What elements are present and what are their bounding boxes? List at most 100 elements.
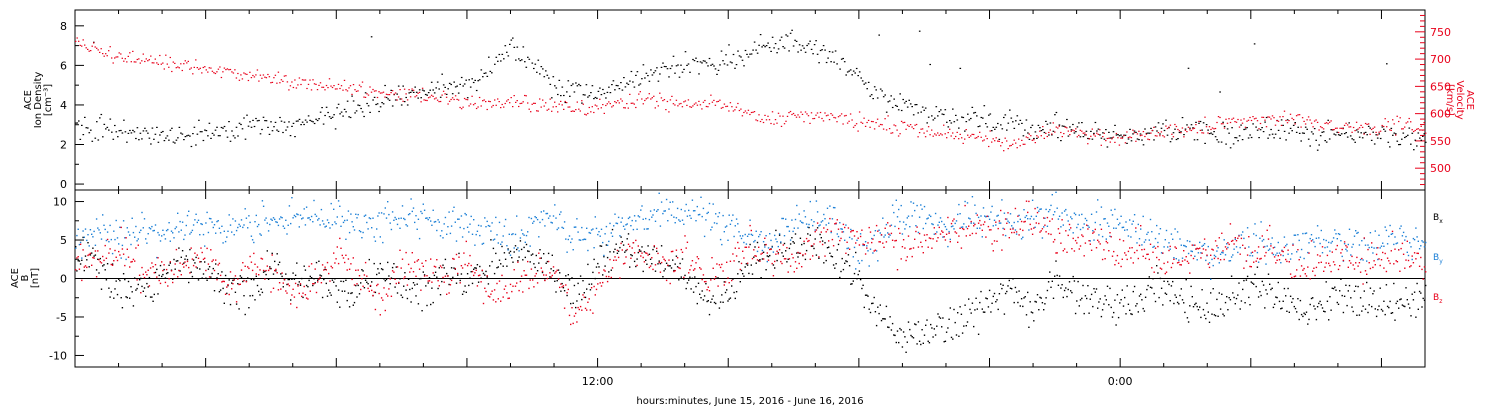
- b-y-point: [508, 233, 510, 235]
- b-x-point: [517, 260, 519, 262]
- density-point: [1419, 137, 1421, 139]
- density-point: [1178, 131, 1181, 134]
- velocity-point: [243, 72, 245, 74]
- density-point: [1285, 139, 1287, 141]
- b-y-point: [390, 228, 393, 231]
- b-y-point: [409, 213, 411, 215]
- density-point: [75, 122, 77, 124]
- velocity-point: [1184, 129, 1187, 131]
- b-z-point: [590, 287, 593, 289]
- b-y-point: [617, 216, 620, 219]
- b-x-point: [452, 276, 454, 279]
- b-z-point: [727, 277, 729, 279]
- b-z-point: [358, 275, 361, 277]
- b-x-point: [680, 276, 682, 278]
- b-x-point: [863, 306, 865, 309]
- density-point: [636, 71, 639, 73]
- density-point: [983, 105, 986, 107]
- b-x-point: [1384, 313, 1386, 316]
- density-point: [1324, 140, 1326, 142]
- b-z-point: [786, 247, 788, 249]
- b-z-point: [163, 264, 165, 266]
- b-y-point: [1330, 242, 1332, 244]
- velocity-point: [1349, 126, 1352, 128]
- b-x-point: [362, 270, 364, 272]
- velocity-point: [268, 76, 271, 78]
- b-y-point: [110, 238, 112, 241]
- density-point: [1183, 134, 1185, 136]
- b-z-point: [329, 280, 331, 282]
- b-y-point: [565, 238, 567, 240]
- velocity-point: [915, 123, 918, 126]
- b-y-point: [161, 235, 163, 237]
- density-point: [288, 121, 290, 123]
- velocity-point: [1052, 122, 1054, 124]
- velocity-point: [1022, 143, 1024, 145]
- b-y-point: [1043, 226, 1045, 228]
- b-y-point: [840, 228, 842, 230]
- b-z-point: [729, 260, 732, 262]
- b-y-point: [461, 236, 464, 238]
- b-y-point: [1356, 232, 1358, 234]
- velocity-point: [791, 113, 793, 116]
- velocity-point: [196, 67, 198, 69]
- b-x-point: [1337, 303, 1340, 305]
- b-z-point: [998, 220, 1001, 222]
- density-point: [426, 94, 428, 96]
- b-y-point: [1388, 235, 1390, 238]
- velocity-point: [370, 91, 373, 93]
- velocity-point: [755, 119, 757, 121]
- density-point: [166, 135, 169, 137]
- b-x-point: [102, 265, 104, 267]
- b-x-point: [976, 308, 978, 310]
- b-z-point: [110, 263, 112, 266]
- b-y-point: [1402, 231, 1405, 234]
- b-y-point: [315, 215, 318, 217]
- b-y-point: [882, 217, 884, 219]
- density-point: [1256, 129, 1259, 131]
- b-z-point: [1038, 222, 1040, 225]
- density-point: [1363, 132, 1365, 134]
- b-y-point: [641, 205, 643, 207]
- velocity-point: [141, 60, 143, 62]
- b-y-point: [368, 217, 370, 219]
- b-z-point: [540, 267, 542, 269]
- velocity-point: [804, 111, 807, 113]
- density-point: [256, 120, 259, 122]
- b-z-point: [1090, 249, 1093, 251]
- b-y-point: [186, 214, 189, 217]
- b-z-point: [796, 267, 798, 269]
- b-y-point: [406, 225, 409, 227]
- velocity-point: [88, 50, 90, 52]
- b-y-point: [921, 208, 923, 210]
- b-x-point: [361, 269, 363, 271]
- b-y-point: [636, 228, 638, 230]
- b-x-point: [1174, 294, 1176, 296]
- density-point: [1021, 122, 1023, 124]
- b-y-point: [778, 233, 781, 235]
- density-point: [84, 116, 86, 118]
- density-point: [1072, 123, 1074, 126]
- velocity-point: [991, 141, 993, 143]
- b-z-point: [1192, 257, 1195, 260]
- b-z-point: [984, 221, 986, 223]
- b-x-point: [717, 277, 719, 279]
- b-y-point: [734, 225, 736, 227]
- density-point: [1319, 135, 1322, 137]
- b-x-point: [239, 275, 241, 277]
- b-z-point: [874, 249, 877, 251]
- b-z-point: [685, 247, 687, 249]
- velocity-point: [937, 132, 939, 134]
- density-point: [156, 126, 158, 128]
- velocity-point: [378, 91, 380, 93]
- b-x-point: [1272, 306, 1275, 309]
- b-y-point: [102, 214, 104, 216]
- b-y-point: [116, 237, 119, 239]
- b-x-point: [943, 341, 945, 343]
- b-x-point: [729, 297, 732, 299]
- density-point: [852, 70, 855, 72]
- velocity-point: [399, 89, 401, 91]
- density-point: [791, 29, 793, 31]
- density-point: [135, 137, 137, 140]
- b-y-point: [829, 205, 831, 207]
